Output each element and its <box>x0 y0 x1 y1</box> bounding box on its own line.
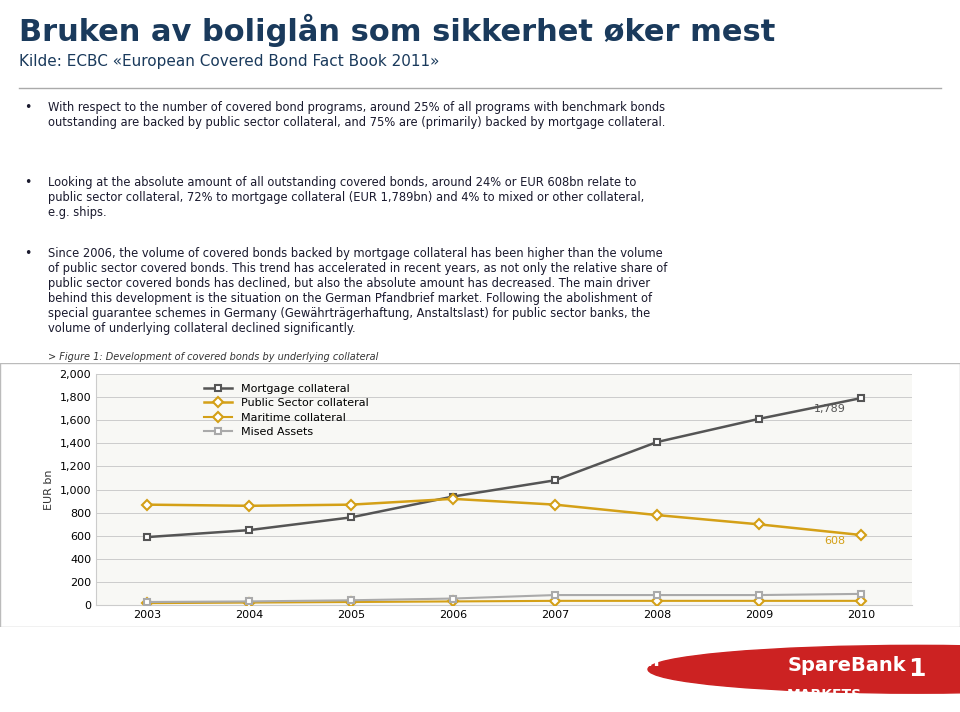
Mised Assets <box>447 595 459 603</box>
Text: sikkerhet i bolilån og 600 mrd. i off. sektor: sikkerhet i bolilån og 600 mrd. i off. s… <box>144 688 614 710</box>
Public Sector collateral <box>141 501 153 509</box>
Mortgage collateral <box>447 492 459 501</box>
Text: 1: 1 <box>908 657 925 681</box>
Maritime collateral <box>855 597 867 605</box>
Line: Mised Assets: Mised Assets <box>144 590 864 605</box>
Mortgage collateral <box>346 513 357 522</box>
Y-axis label: EUR bn: EUR bn <box>44 469 54 510</box>
Text: •: • <box>24 247 32 260</box>
Text: •: • <box>24 177 32 189</box>
Maritime collateral <box>549 597 561 605</box>
Mised Assets <box>141 598 153 607</box>
Mised Assets <box>855 590 867 598</box>
Public Sector collateral <box>549 501 561 509</box>
Text: SpareBank: SpareBank <box>787 656 906 674</box>
Mortgage collateral <box>549 476 561 485</box>
Maritime collateral <box>141 599 153 607</box>
Public Sector collateral <box>346 501 357 509</box>
Text: 1,789: 1,789 <box>814 404 846 414</box>
Maritime collateral <box>651 597 662 605</box>
Public Sector collateral <box>855 530 867 539</box>
Mortgage collateral <box>243 526 254 535</box>
Public Sector collateral <box>651 511 662 519</box>
Mised Assets <box>651 591 662 600</box>
Mised Assets <box>754 591 765 600</box>
Maritime collateral <box>754 597 765 605</box>
Mortgage collateral <box>754 414 765 423</box>
Text: With respect to the number of covered bond programs, around 25% of all programs : With respect to the number of covered bo… <box>48 100 665 129</box>
Mortgage collateral <box>855 394 867 402</box>
Public Sector collateral <box>447 495 459 503</box>
Line: Mortgage collateral: Mortgage collateral <box>144 394 864 540</box>
Circle shape <box>648 645 960 693</box>
Text: Av et OmF univers på 2500 mrd. har 1800 mrd.: Av et OmF univers på 2500 mrd. har 1800 … <box>144 648 660 670</box>
Text: Looking at the absolute amount of all outstanding covered bonds, around 24% or E: Looking at the absolute amount of all ou… <box>48 177 644 219</box>
Text: > Figure 1: Development of covered bonds by underlying collateral: > Figure 1: Development of covered bonds… <box>48 352 378 362</box>
Mortgage collateral <box>141 533 153 541</box>
Maritime collateral <box>243 598 254 607</box>
Maritime collateral <box>346 598 357 607</box>
Line: Maritime collateral: Maritime collateral <box>144 597 864 607</box>
Mised Assets <box>346 596 357 604</box>
Text: Bruken av boliglån som sikkerhet øker mest: Bruken av boliglån som sikkerhet øker me… <box>19 14 776 47</box>
Text: 11: 11 <box>19 639 40 654</box>
Mised Assets <box>243 597 254 606</box>
Text: MARKETS: MARKETS <box>787 688 862 702</box>
Line: Public Sector collateral: Public Sector collateral <box>144 496 864 538</box>
Public Sector collateral <box>754 520 765 528</box>
Text: 608: 608 <box>825 536 846 546</box>
Maritime collateral <box>447 597 459 606</box>
Text: Since 2006, the volume of covered bonds backed by mortgage collateral has been h: Since 2006, the volume of covered bonds … <box>48 247 667 335</box>
Text: Kilde: ECBC «European Covered Bond Fact Book 2011»: Kilde: ECBC «European Covered Bond Fact … <box>19 53 440 68</box>
Mised Assets <box>549 591 561 600</box>
Public Sector collateral <box>243 501 254 510</box>
Legend: Mortgage collateral, Public Sector collateral, Maritime collateral, Mised Assets: Mortgage collateral, Public Sector colla… <box>200 379 372 442</box>
Mortgage collateral <box>651 438 662 446</box>
Text: •: • <box>24 100 32 114</box>
